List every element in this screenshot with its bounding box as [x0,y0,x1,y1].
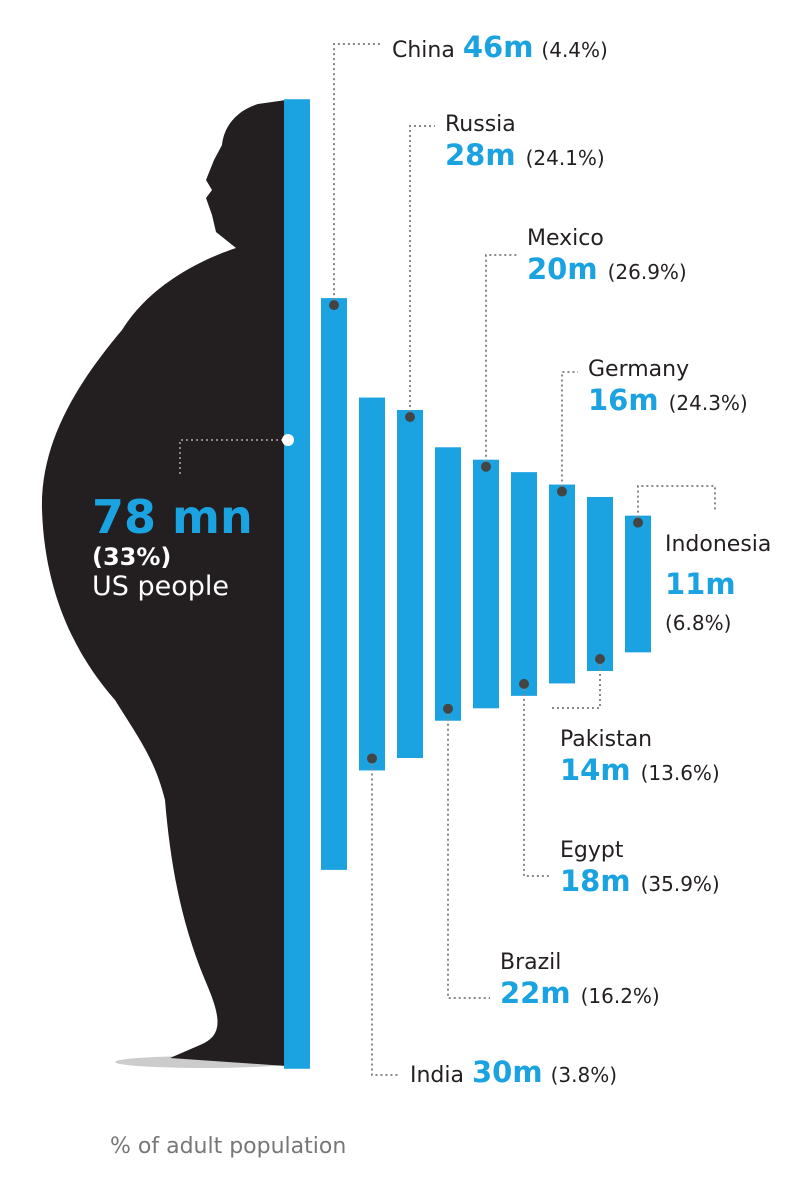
country-value: 28m [445,138,516,173]
us-pct: (33%) [92,542,172,571]
label-mexico: Mexico 20m (26.9%) [527,226,687,287]
bar-egypt [511,472,537,696]
country-name: Pakistan [560,727,653,752]
label-germany: Germany 16m (24.3%) [588,357,748,418]
us-label: 78 mn (33%) US people [92,492,253,602]
bar-india [359,397,385,771]
label-russia: Russia 28m (24.1%) [445,112,605,173]
country-name: Germany [588,357,690,382]
silhouette [41,100,286,1066]
leader-line [409,125,435,417]
country-name: Brazil [500,950,562,975]
country-name: Indonesia [665,532,772,557]
country-value: 20m [527,252,598,287]
label-india: India 30m (3.8%) [410,1055,617,1090]
us-name: US people [92,570,230,602]
leader-line [523,683,550,877]
leader-line [371,758,400,1076]
dot-marker [443,703,453,714]
country-name: Mexico [527,226,604,251]
country-pct: (35.9%) [640,872,720,897]
dot-marker [595,654,605,665]
label-indonesia: Indonesia 11m (6.8%) [665,528,771,641]
dot-marker [481,461,491,472]
country-pct: (24.3%) [668,391,748,416]
label-egypt: Egypt 18m (35.9%) [560,838,720,899]
country-value: 14m [560,753,631,788]
leader-line [637,485,716,523]
dot-marker [405,411,415,422]
country-value: 30m [472,1055,543,1089]
country-pct: (3.8%) [550,1063,617,1087]
leader-line [550,659,601,709]
bar-us [284,99,310,1069]
leader-line [333,43,382,306]
dot-marker [557,486,567,497]
us-value: 78 mn [92,490,253,544]
country-name: Egypt [560,838,624,863]
country-value: 46m [462,30,534,64]
leader-line [485,254,517,467]
leader-line [447,708,490,999]
dot-marker [633,517,643,528]
dot-marker [367,753,377,764]
country-value: 16m [588,383,659,418]
bar-china [321,298,347,870]
leader-us [179,439,288,475]
country-pct: (13.6%) [640,761,720,786]
country-value: 22m [500,976,571,1011]
country-name: India [410,1063,464,1088]
country-name: China [392,38,455,63]
dot-marker [519,678,529,689]
bar-indonesia [625,515,651,653]
country-value: 11m [665,567,736,602]
country-pct: (26.9%) [607,260,687,285]
dot-us [282,434,294,446]
country-pct: (16.2%) [580,984,660,1009]
label-china: China 46m (4.4%) [392,30,608,65]
leader-line [561,371,578,492]
dot-marker [329,300,339,311]
bar-pakistan [587,496,613,672]
country-pct: (4.4%) [541,38,608,62]
bar-germany [549,484,575,684]
footnote: % of adult population [110,1134,347,1159]
country-pct: (6.8%) [665,611,732,636]
bar-mexico [473,459,499,709]
country-name: Russia [445,112,516,137]
country-value: 18m [560,864,631,899]
bar-russia [397,409,423,759]
label-pakistan: Pakistan 14m (13.6%) [560,727,720,788]
label-brazil: Brazil 22m (16.2%) [500,950,660,1011]
country-pct: (24.1%) [525,146,605,171]
bar-brazil [435,447,461,721]
